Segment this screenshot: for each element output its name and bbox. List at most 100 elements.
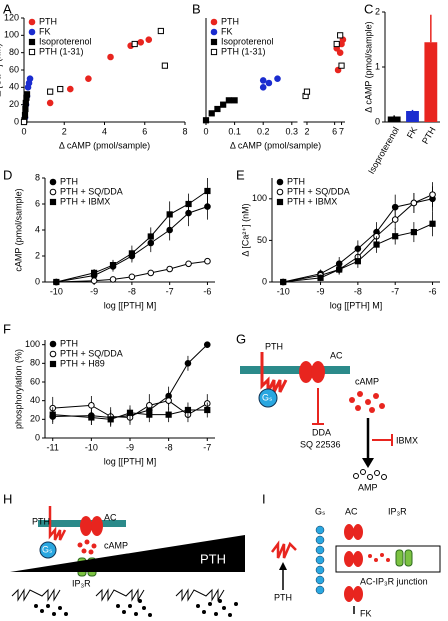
y-axis-label: cAMP (pmol/sample) <box>13 188 23 271</box>
point <box>157 27 164 35</box>
dots <box>34 599 238 617</box>
panel-letter: B <box>192 1 201 16</box>
line <box>283 223 433 283</box>
x-tick-label: 0 <box>21 126 26 136</box>
point <box>333 40 340 48</box>
label: DDA <box>312 427 331 437</box>
pth <box>271 540 297 559</box>
label: Gₛ <box>262 392 272 402</box>
gs-protein <box>258 388 278 408</box>
legend-label: Isoproterenol <box>39 36 92 46</box>
point <box>208 110 215 117</box>
ac <box>80 516 92 536</box>
panel-letter: C <box>364 1 373 16</box>
y-axis-label: Δ cAMP (pmol/sample) <box>363 21 373 112</box>
point <box>49 360 57 368</box>
point <box>274 75 281 82</box>
point <box>22 99 29 107</box>
x-tick-label: -8 <box>354 286 362 296</box>
panel-letter: A <box>3 1 12 16</box>
diagram-g: G PTH Gₛ AC cAMP DDA SQ 22536 IBMX AMP <box>236 331 418 492</box>
inhibitor <box>312 388 324 425</box>
x-tick-label: PTH <box>420 125 438 146</box>
pth-receptor <box>260 352 288 393</box>
y-tick-label: 40 <box>30 395 40 405</box>
bar <box>406 111 419 122</box>
point <box>225 97 232 104</box>
y-tick-label: 100 <box>25 339 40 349</box>
point <box>204 203 211 210</box>
point <box>184 360 192 367</box>
label: FK <box>360 608 372 618</box>
point <box>28 38 36 46</box>
panel-letter: G <box>236 331 246 346</box>
zigzags <box>11 588 225 602</box>
x-tick-label: 0.3 <box>286 126 299 136</box>
legend-label: PTH + SQ/DDA <box>60 186 123 196</box>
point <box>107 53 114 61</box>
x-tick-label: Isoproterenol <box>366 125 401 176</box>
x-axis-label: Δ cAMP (pmol/sample) <box>59 140 150 150</box>
point <box>185 260 192 268</box>
point <box>303 88 311 95</box>
junction-box <box>335 545 441 573</box>
point <box>147 269 155 277</box>
point <box>46 99 54 107</box>
point <box>210 38 218 46</box>
legend-label: PTH (1-31) <box>221 46 266 56</box>
x-tick-label: 0.2 <box>257 126 270 136</box>
x-tick-label: 0.1 <box>228 126 241 136</box>
point <box>57 85 64 93</box>
x-tick-label: -8 <box>165 442 173 452</box>
panel-letter: I <box>262 491 266 506</box>
label: PTH <box>32 516 50 526</box>
line <box>283 194 433 283</box>
label: PTH <box>274 592 292 602</box>
label: AC-IP₃R junction <box>360 576 428 586</box>
point <box>91 269 98 276</box>
y-tick-label: 80 <box>30 358 40 368</box>
x-tick-label: -10 <box>50 286 63 296</box>
point <box>204 406 211 414</box>
point <box>202 117 210 124</box>
point <box>204 257 211 265</box>
legend-label: PTH + IBMX <box>287 196 337 206</box>
legend-label: PTH (1-31) <box>39 46 84 56</box>
label: IP₃R <box>388 506 407 516</box>
camp-dots <box>77 539 97 555</box>
gs-protein <box>39 541 57 559</box>
point <box>204 187 211 195</box>
y-tick-label: 8 <box>35 172 40 182</box>
label: PTH <box>265 341 283 351</box>
point <box>280 278 287 286</box>
ac <box>299 361 313 383</box>
point <box>147 233 154 240</box>
arrow-head <box>362 458 374 468</box>
x-tick-label: -7 <box>391 286 399 296</box>
ac <box>344 551 354 567</box>
point <box>88 402 95 409</box>
x-tick-label: FK <box>405 125 419 140</box>
point <box>203 341 211 348</box>
y-tick-label: 0 <box>262 276 267 286</box>
point <box>165 411 172 418</box>
label: cAMP <box>355 376 379 386</box>
y-tick-label: 60 <box>30 376 40 386</box>
point <box>145 36 153 43</box>
panel-letter: H <box>3 491 12 506</box>
y-tick-label: 100 <box>252 193 267 203</box>
point <box>276 198 284 206</box>
x-tick-label: -6 <box>429 286 437 296</box>
label: cAMP <box>104 540 128 550</box>
amp-dots <box>353 469 387 480</box>
point <box>128 273 136 281</box>
x-tick-label: -9 <box>126 442 134 452</box>
label: AMP <box>358 482 378 492</box>
ac <box>353 524 363 540</box>
y-tick-label: 0 <box>375 116 380 126</box>
point <box>21 111 29 119</box>
x-tick-label: -7 <box>166 286 174 296</box>
legend-label: PTH <box>60 176 78 186</box>
ac <box>344 586 354 602</box>
camp-dots <box>368 553 390 562</box>
